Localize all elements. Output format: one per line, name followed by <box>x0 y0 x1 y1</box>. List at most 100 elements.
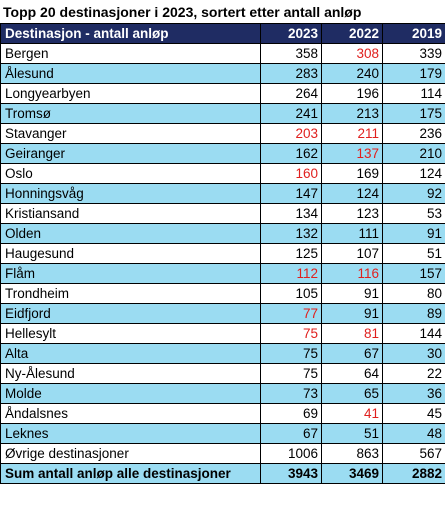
value-2022: 213 <box>321 103 383 124</box>
value-2022: 65 <box>321 383 383 404</box>
value-2023: 283 <box>260 63 322 84</box>
destination-name: Haugesund <box>0 243 261 264</box>
value-2019: 51 <box>382 243 445 264</box>
value-2023: 69 <box>260 403 322 424</box>
column-header-2023: 2023 <box>260 23 322 44</box>
value-2019: 22 <box>382 363 445 384</box>
value-2019: 45 <box>382 403 445 424</box>
value-2019: 53 <box>382 203 445 224</box>
value-2023: 112 <box>260 263 322 284</box>
destination-name: Åndalsnes <box>0 403 261 424</box>
destination-name: Tromsø <box>0 103 261 124</box>
destination-name: Ny-Ålesund <box>0 363 261 384</box>
value-2022: 169 <box>321 163 383 184</box>
total-2022: 3469 <box>321 463 383 484</box>
value-2019: 157 <box>382 263 445 284</box>
destination-name: Longyearbyen <box>0 83 261 104</box>
header-row: Destinasjon - antall anløp 2023 2022 201… <box>0 23 445 44</box>
value-2019: 236 <box>382 123 445 144</box>
table-row: Ny-Ålesund 75 64 22 <box>0 363 445 384</box>
value-2023: 75 <box>260 363 322 384</box>
destination-name: Eidfjord <box>0 303 261 324</box>
table-row: Kristiansand 134 123 53 <box>0 203 445 224</box>
value-2019: 30 <box>382 343 445 364</box>
value-2023: 75 <box>260 343 322 364</box>
value-2022: 116 <box>321 263 383 284</box>
destination-name: Stavanger <box>0 123 261 144</box>
table-row: Oslo 160 169 124 <box>0 163 445 184</box>
value-2023: 75 <box>260 323 322 344</box>
column-header-2019: 2019 <box>382 23 445 44</box>
destination-name: Flåm <box>0 263 261 284</box>
table-row: Honningsvåg 147 124 92 <box>0 183 445 204</box>
total-label: Sum antall anløp alle destinasjoner <box>0 463 261 484</box>
total-2019: 2882 <box>382 463 445 484</box>
value-2022: 81 <box>321 323 383 344</box>
value-2023: 77 <box>260 303 322 324</box>
value-2023: 162 <box>260 143 322 164</box>
value-2022: 123 <box>321 203 383 224</box>
value-2023: 67 <box>260 423 322 444</box>
table-row: Molde 73 65 36 <box>0 383 445 404</box>
table-row: Åndalsnes 69 41 45 <box>0 403 445 424</box>
value-2019: 48 <box>382 423 445 444</box>
value-2023: 358 <box>260 43 322 64</box>
value-2022: 67 <box>321 343 383 364</box>
value-2023: 132 <box>260 223 322 244</box>
destination-name: Øvrige destinasjoner <box>0 443 261 464</box>
table-row: Geiranger 162 137 210 <box>0 143 445 164</box>
destination-name: Alta <box>0 343 261 364</box>
table-body: Bergen 358 308 339 Ålesund 283 240 179 Longyearb… <box>0 43 445 464</box>
value-2019: 92 <box>382 183 445 204</box>
value-2022: 211 <box>321 123 383 144</box>
value-2023: 105 <box>260 283 322 304</box>
value-2023: 125 <box>260 243 322 264</box>
table-row: Alta 75 67 30 <box>0 343 445 364</box>
value-2022: 64 <box>321 363 383 384</box>
destination-name: Ålesund <box>0 63 261 84</box>
destination-name: Hellesylt <box>0 323 261 344</box>
destination-name: Kristiansand <box>0 203 261 224</box>
table-row: Ålesund 283 240 179 <box>0 63 445 84</box>
destination-name: Molde <box>0 383 261 404</box>
table-row: Øvrige destinasjoner 1006 863 567 <box>0 443 445 464</box>
value-2023: 73 <box>260 383 322 404</box>
value-2019: 179 <box>382 63 445 84</box>
table-row: Leknes 67 51 48 <box>0 423 445 444</box>
value-2019: 567 <box>382 443 445 464</box>
value-2022: 240 <box>321 63 383 84</box>
destination-name: Olden <box>0 223 261 244</box>
value-2019: 91 <box>382 223 445 244</box>
value-2019: 36 <box>382 383 445 404</box>
value-2019: 114 <box>382 83 445 104</box>
table-row: Hellesylt 75 81 144 <box>0 323 445 344</box>
value-2022: 111 <box>321 223 383 244</box>
value-2022: 107 <box>321 243 383 264</box>
value-2022: 51 <box>321 423 383 444</box>
table-row: Haugesund 125 107 51 <box>0 243 445 264</box>
value-2023: 264 <box>260 83 322 104</box>
total-row: Sum antall anløp alle destinasjoner 3943… <box>0 463 445 484</box>
table-title: Topp 20 destinasjoner i 2023, sortert et… <box>3 4 362 20</box>
value-2022: 41 <box>321 403 383 424</box>
table-row: Stavanger 203 211 236 <box>0 123 445 144</box>
value-2022: 124 <box>321 183 383 204</box>
destination-name: Trondheim <box>0 283 261 304</box>
destination-name: Honningsvåg <box>0 183 261 204</box>
destination-name: Bergen <box>0 43 261 64</box>
table-row: Longyearbyen 264 196 114 <box>0 83 445 104</box>
value-2023: 147 <box>260 183 322 204</box>
table-row: Olden 132 111 91 <box>0 223 445 244</box>
value-2023: 160 <box>260 163 322 184</box>
column-header-destination: Destinasjon - antall anløp <box>0 23 261 44</box>
value-2022: 863 <box>321 443 383 464</box>
destination-name: Oslo <box>0 163 261 184</box>
value-2019: 210 <box>382 143 445 164</box>
value-2023: 203 <box>260 123 322 144</box>
value-2023: 241 <box>260 103 322 124</box>
destination-name: Leknes <box>0 423 261 444</box>
table-row: Trondheim 105 91 80 <box>0 283 445 304</box>
destinations-table: Destinasjon - antall anløp 2023 2022 201… <box>0 23 445 484</box>
column-header-2022: 2022 <box>321 23 383 44</box>
